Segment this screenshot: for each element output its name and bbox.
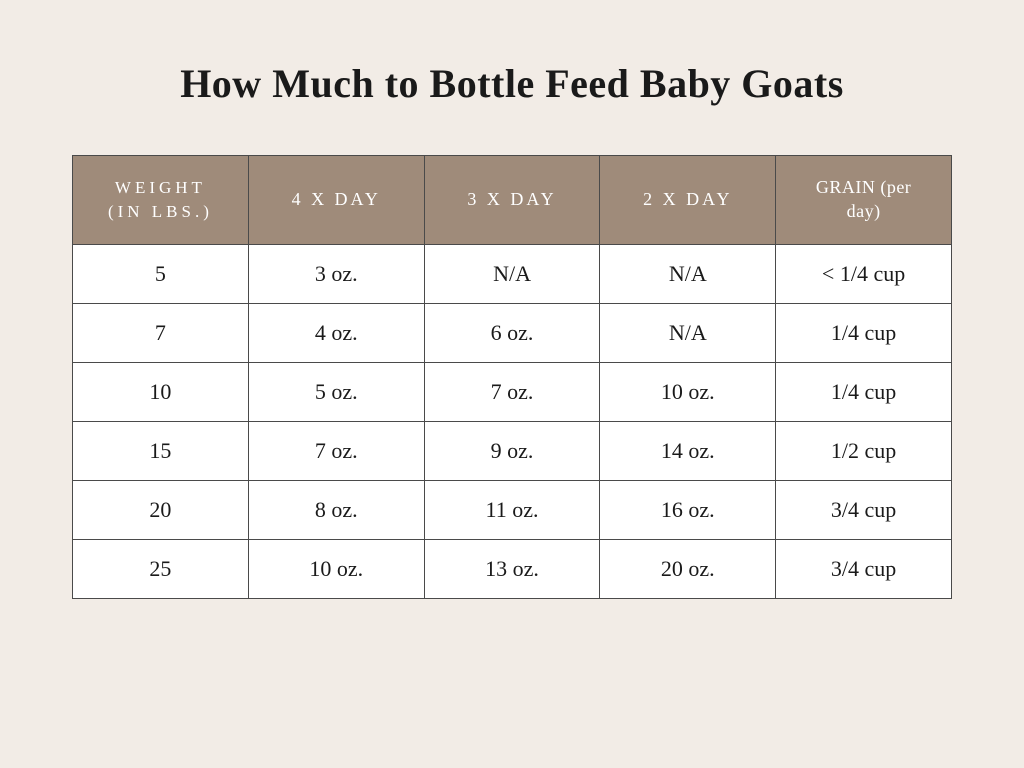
col-header-4xday: 4 X DAY <box>248 156 424 245</box>
col-header-grain-line2: day) <box>847 201 881 221</box>
cell-weight: 20 <box>73 480 249 539</box>
feeding-table: WEIGHT (IN LBS.) 4 X DAY 3 X DAY 2 X DAY… <box>72 155 952 599</box>
cell-grain: 3/4 cup <box>776 480 952 539</box>
cell-grain: 1/4 cup <box>776 362 952 421</box>
col-header-4xday-label: 4 X DAY <box>292 189 381 209</box>
cell-2xday: 20 oz. <box>600 539 776 598</box>
col-header-grain: GRAIN (per day) <box>776 156 952 245</box>
col-header-3xday-label: 3 X DAY <box>467 189 556 209</box>
cell-4xday: 5 oz. <box>248 362 424 421</box>
table-row: 20 8 oz. 11 oz. 16 oz. 3/4 cup <box>73 480 952 539</box>
cell-3xday: 9 oz. <box>424 421 600 480</box>
cell-weight: 15 <box>73 421 249 480</box>
cell-2xday: N/A <box>600 244 776 303</box>
cell-4xday: 4 oz. <box>248 303 424 362</box>
table-row: 25 10 oz. 13 oz. 20 oz. 3/4 cup <box>73 539 952 598</box>
cell-2xday: 10 oz. <box>600 362 776 421</box>
cell-4xday: 7 oz. <box>248 421 424 480</box>
col-header-2xday: 2 X DAY <box>600 156 776 245</box>
cell-grain: 3/4 cup <box>776 539 952 598</box>
cell-grain: < 1/4 cup <box>776 244 952 303</box>
cell-3xday: 11 oz. <box>424 480 600 539</box>
cell-weight: 5 <box>73 244 249 303</box>
col-header-3xday: 3 X DAY <box>424 156 600 245</box>
table-row: 5 3 oz. N/A N/A < 1/4 cup <box>73 244 952 303</box>
table-row: 15 7 oz. 9 oz. 14 oz. 1/2 cup <box>73 421 952 480</box>
col-header-weight: WEIGHT (IN LBS.) <box>73 156 249 245</box>
cell-2xday: 16 oz. <box>600 480 776 539</box>
table-header-row: WEIGHT (IN LBS.) 4 X DAY 3 X DAY 2 X DAY… <box>73 156 952 245</box>
cell-grain: 1/4 cup <box>776 303 952 362</box>
cell-3xday: 6 oz. <box>424 303 600 362</box>
cell-weight: 25 <box>73 539 249 598</box>
col-header-2xday-label: 2 X DAY <box>643 189 732 209</box>
cell-4xday: 10 oz. <box>248 539 424 598</box>
table-row: 7 4 oz. 6 oz. N/A 1/4 cup <box>73 303 952 362</box>
cell-3xday: 13 oz. <box>424 539 600 598</box>
cell-weight: 10 <box>73 362 249 421</box>
cell-grain: 1/2 cup <box>776 421 952 480</box>
cell-3xday: N/A <box>424 244 600 303</box>
cell-4xday: 3 oz. <box>248 244 424 303</box>
col-header-grain-line1: GRAIN (per <box>816 177 911 197</box>
cell-2xday: 14 oz. <box>600 421 776 480</box>
table-row: 10 5 oz. 7 oz. 10 oz. 1/4 cup <box>73 362 952 421</box>
cell-3xday: 7 oz. <box>424 362 600 421</box>
page-title: How Much to Bottle Feed Baby Goats <box>180 60 844 107</box>
col-header-weight-line2: (IN LBS.) <box>108 202 213 221</box>
col-header-weight-line1: WEIGHT <box>115 178 206 197</box>
cell-2xday: N/A <box>600 303 776 362</box>
table-body: 5 3 oz. N/A N/A < 1/4 cup 7 4 oz. 6 oz. … <box>73 244 952 598</box>
cell-4xday: 8 oz. <box>248 480 424 539</box>
cell-weight: 7 <box>73 303 249 362</box>
